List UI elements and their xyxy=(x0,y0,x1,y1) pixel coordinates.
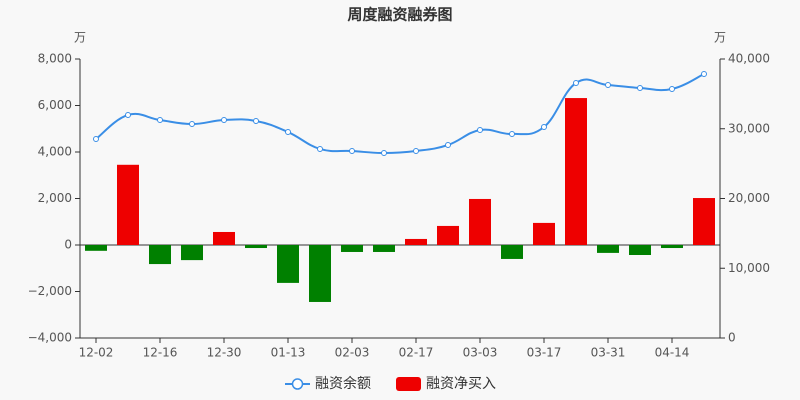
chart-title: 周度融资融券图 xyxy=(347,6,452,24)
bar xyxy=(149,245,171,265)
bar xyxy=(181,245,203,261)
x-tick-label: 12-02 xyxy=(79,346,114,360)
bar xyxy=(213,231,235,245)
x-tick-label: 02-17 xyxy=(399,346,434,360)
y2-tick-label: 30,000 xyxy=(728,121,770,135)
line xyxy=(95,73,705,155)
bar xyxy=(597,245,619,253)
y2-unit: 万 xyxy=(714,31,726,45)
bar xyxy=(629,245,651,255)
bar xyxy=(501,245,523,259)
line-point xyxy=(349,148,355,155)
y2-tick-label: 40,000 xyxy=(728,52,770,66)
x-tick-label: 04-14 xyxy=(655,346,690,360)
bar xyxy=(309,245,331,302)
bar xyxy=(117,164,139,245)
bar xyxy=(533,222,555,245)
y-tick-label: −2,000 xyxy=(28,284,72,298)
line-point xyxy=(221,117,227,124)
line-point xyxy=(637,85,643,92)
bar xyxy=(85,245,107,251)
bar xyxy=(341,245,363,252)
y2-tick-label: 0 xyxy=(728,331,736,345)
x-tick-label: 03-31 xyxy=(591,346,626,360)
bar xyxy=(245,245,267,249)
line-point xyxy=(477,127,483,134)
bar xyxy=(405,238,427,245)
line-point xyxy=(317,145,323,152)
line-point xyxy=(189,121,195,128)
x-tick-label: 03-03 xyxy=(463,346,498,360)
y-tick-label: 8,000 xyxy=(38,52,72,66)
line-point xyxy=(509,130,515,137)
bar xyxy=(565,98,587,245)
bar xyxy=(437,225,459,245)
x-tick-label: 01-13 xyxy=(271,346,306,360)
line-point xyxy=(125,112,131,119)
bar xyxy=(469,198,491,245)
line-point xyxy=(413,148,419,155)
y-tick-label: 0 xyxy=(64,238,72,252)
legend-symbol xyxy=(396,377,421,391)
bar xyxy=(373,245,395,252)
legend-label: 融资余额 xyxy=(315,375,371,392)
line-point xyxy=(445,142,451,149)
line-point xyxy=(381,150,387,157)
y-tick-label: 2,000 xyxy=(38,191,72,205)
legend-symbol xyxy=(291,378,304,390)
x-tick-label: 12-30 xyxy=(207,346,242,360)
bar xyxy=(661,245,683,249)
line-point xyxy=(669,85,675,92)
x-tick-label: 02-03 xyxy=(335,346,370,360)
line-point xyxy=(253,118,259,125)
y-tick-label: −4,000 xyxy=(28,331,72,345)
bar xyxy=(693,198,715,245)
y2-tick-label: 20,000 xyxy=(728,191,770,205)
y2-tick-label: 10,000 xyxy=(728,261,770,275)
x-tick-label: 12-16 xyxy=(143,346,178,360)
line-point xyxy=(93,136,99,143)
line-point xyxy=(157,117,163,124)
line-point xyxy=(541,124,547,131)
y-tick-label: 6,000 xyxy=(38,98,72,112)
y-unit: 万 xyxy=(74,31,86,45)
line-point xyxy=(605,82,611,89)
bar xyxy=(277,245,299,283)
line-point xyxy=(285,129,291,136)
y-tick-label: 4,000 xyxy=(38,145,72,159)
line-point xyxy=(701,70,707,77)
legend-label: 融资净买入 xyxy=(426,376,496,392)
line-point xyxy=(573,79,579,86)
x-tick-label: 03-17 xyxy=(527,346,562,360)
